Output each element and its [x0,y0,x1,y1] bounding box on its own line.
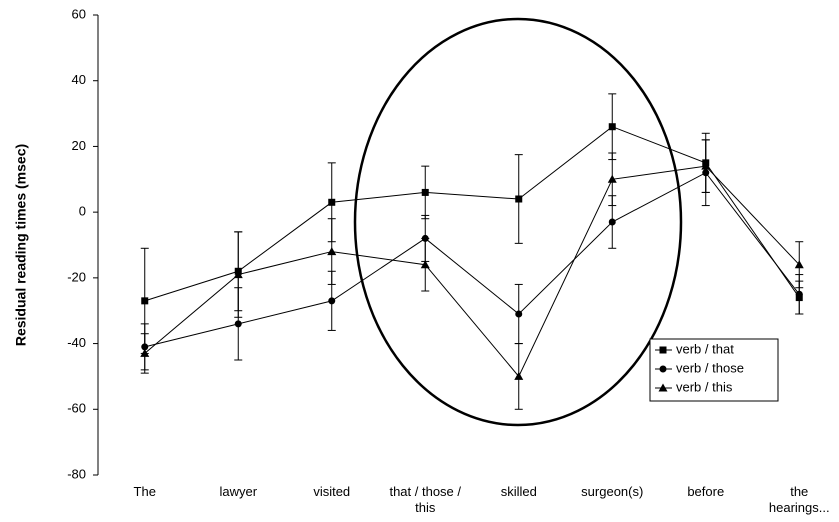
y-axis-label: Residual reading times (msec) [13,144,29,346]
marker [421,188,429,196]
series-line [144,126,800,302]
x-tick-label: surgeon(s) [581,484,644,499]
x-tick-label: visited [313,484,351,499]
x-tick-label: lawyer [219,484,258,499]
marker [608,218,616,226]
marker [234,320,242,328]
marker [420,260,430,269]
marker [608,123,616,131]
y-tick-label: -20 [67,269,86,284]
marker [607,174,617,183]
marker [233,270,243,279]
marker [515,195,523,203]
y-tick-label: -40 [67,335,86,350]
marker [328,297,336,305]
marker [328,198,336,206]
marker [795,290,803,298]
marker [327,247,337,256]
legend-label: verb / those [676,360,744,375]
marker [141,297,149,305]
marker [140,348,150,357]
marker [659,346,667,354]
marker [514,371,524,380]
highlight-ellipse [353,17,683,427]
x-tick-label: The [133,484,156,499]
y-tick-label: 40 [72,72,86,87]
marker [659,365,667,373]
y-tick-label: 0 [79,204,86,219]
series-line [144,172,800,348]
legend-label: verb / that [676,341,734,356]
legend-box [649,338,779,402]
y-tick-label: 20 [72,138,86,153]
y-tick-label: -80 [67,466,86,481]
marker [794,260,804,269]
marker [515,310,523,318]
x-tick-label: that / those / this [389,484,462,515]
x-tick-label: before [687,484,725,499]
x-tick-label: the hearings... [768,484,830,515]
series-line [144,165,800,378]
legend-label: verb / this [676,379,733,394]
x-tick-label: skilled [500,484,537,499]
marker [658,383,668,392]
y-tick-label: 60 [72,6,86,21]
y-tick-label: -60 [67,401,86,416]
marker [701,161,711,170]
